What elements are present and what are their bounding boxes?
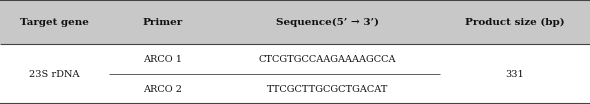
Text: Primer: Primer bbox=[142, 18, 182, 27]
Text: Sequence(5’ → 3’): Sequence(5’ → 3’) bbox=[276, 18, 379, 27]
Text: TTCGCTTGCGCTGACAT: TTCGCTTGCGCTGACAT bbox=[267, 85, 388, 94]
Text: 23S rDNA: 23S rDNA bbox=[30, 70, 80, 79]
Text: CTCGTGCCAAGAAAAGCCA: CTCGTGCCAAGAAAAGCCA bbox=[258, 55, 396, 64]
Text: Target gene: Target gene bbox=[20, 18, 89, 27]
Text: Product size (bp): Product size (bp) bbox=[465, 18, 565, 27]
Text: ARCO 2: ARCO 2 bbox=[143, 85, 182, 94]
Bar bbox=[0, 0, 590, 44]
Text: 331: 331 bbox=[506, 70, 524, 79]
Text: ARCO 1: ARCO 1 bbox=[143, 55, 182, 64]
